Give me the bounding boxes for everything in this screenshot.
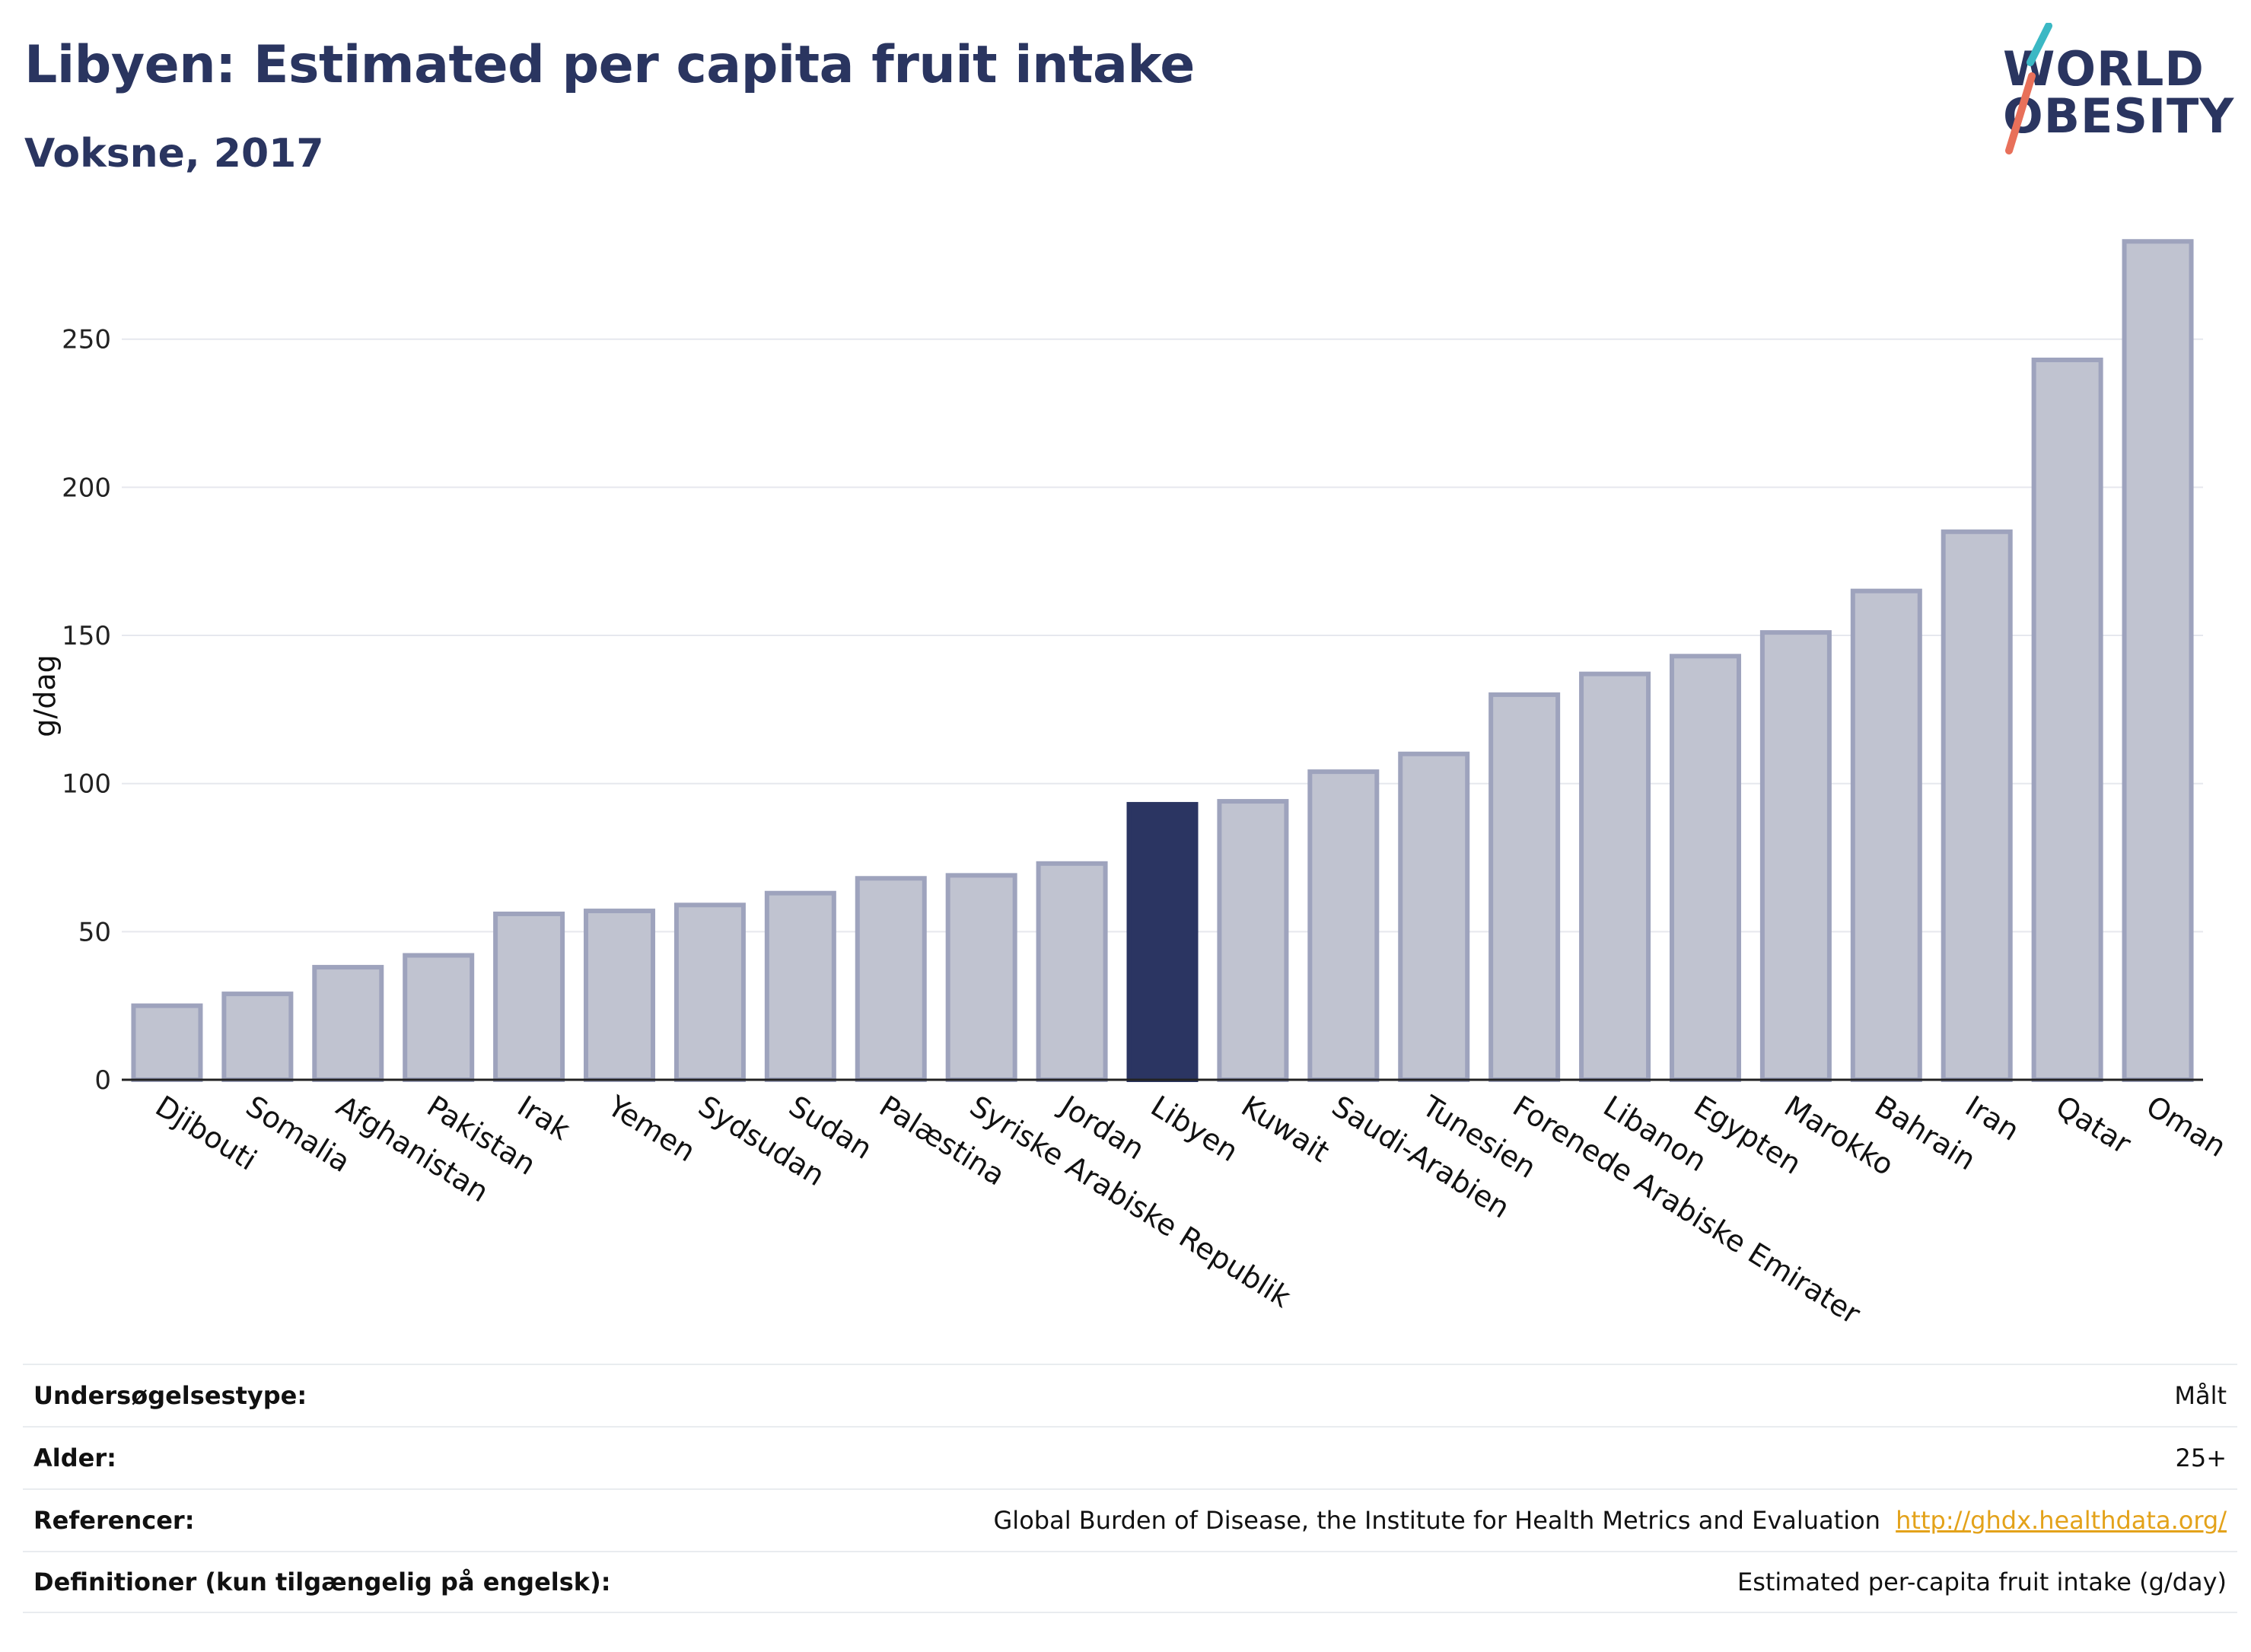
meta-value: Global Burden of Disease, the Institute … <box>993 1506 1880 1535</box>
bar-tunesien <box>1398 751 1470 1082</box>
bar-djibouti <box>131 1003 203 1082</box>
x-tick-label: Kuwait <box>1236 1089 1336 1169</box>
bar-libanon <box>1579 671 1651 1082</box>
meta-row-definitions: Definitioner (kun tilgængelig på engelsk… <box>23 1551 2237 1613</box>
bar-jordan <box>1036 861 1108 1083</box>
meta-label: Definitioner (kun tilgængelig på engelsk… <box>33 1568 611 1596</box>
meta-row-survey-type: Undersøgelsestype: Målt <box>23 1364 2237 1426</box>
meta-row-references: Referencer: Global Burden of Disease, th… <box>23 1488 2237 1551</box>
bar-saudi-arabien <box>1307 769 1380 1082</box>
world-obesity-logo: WORLD OBESITY <box>1994 23 2237 160</box>
meta-value: 25+ <box>2175 1444 2227 1472</box>
meta-label: Alder: <box>33 1444 116 1472</box>
x-tick-label: Djibouti <box>150 1089 263 1176</box>
x-tick-label: Irak <box>511 1089 575 1147</box>
y-tick-label: 200 <box>62 473 111 503</box>
x-tick-label: Libyen <box>1145 1089 1244 1168</box>
x-tick-label: Somalia <box>240 1089 356 1179</box>
reference-link[interactable]: http://ghdx.healthdata.org/ <box>1896 1506 2227 1535</box>
meta-label: Undersøgelsestype: <box>33 1381 307 1410</box>
x-tick-label: Afghanistan <box>331 1089 495 1208</box>
chart-title: Libyen: Estimated per capita fruit intak… <box>24 35 1195 95</box>
y-tick-label: 100 <box>62 769 111 800</box>
x-tick-label: Oman <box>2141 1089 2232 1163</box>
y-tick-label: 250 <box>62 325 111 355</box>
y-tick-label: 50 <box>78 917 111 947</box>
bar-syriske-arabiske-republik <box>945 873 1017 1082</box>
logo-word-2: OBESITY <box>2003 88 2235 144</box>
bar-palæstina <box>855 876 927 1082</box>
y-axis-label: g/dag <box>28 654 62 737</box>
x-tick-label: Qatar <box>2050 1089 2137 1160</box>
bar-libyen <box>1126 801 1199 1083</box>
x-tick-label: Iran <box>1960 1089 2025 1147</box>
bar-marokko <box>1759 630 1832 1082</box>
bar-yemen <box>584 909 656 1083</box>
bar-iran <box>1941 529 2013 1082</box>
metadata-table: Undersøgelsestype: Målt Alder: 25+ Refer… <box>23 1364 2237 1613</box>
meta-value-wrap: Global Burden of Disease, the Institute … <box>994 1506 2227 1535</box>
chart-subtitle: Voksne, 2017 <box>24 131 324 177</box>
meta-label: Referencer: <box>33 1506 195 1535</box>
meta-value: Estimated per-capita fruit intake (g/day… <box>1737 1568 2227 1596</box>
bar-bahrain <box>1850 588 1922 1082</box>
bar-qatar <box>2031 357 2103 1082</box>
bars <box>131 239 2194 1083</box>
meta-value: Målt <box>2174 1381 2227 1410</box>
x-tick-label: Yemen <box>601 1089 701 1169</box>
bar-sydsudan <box>673 902 746 1082</box>
bar-somalia <box>221 992 294 1082</box>
bar-kuwait <box>1217 799 1289 1082</box>
y-tick-label: 0 <box>94 1065 111 1096</box>
bar-oman <box>2122 239 2194 1082</box>
meta-row-age: Alder: 25+ <box>23 1426 2237 1488</box>
bar-afghanistan <box>312 965 384 1082</box>
bar-irak <box>493 911 565 1082</box>
bar-chart: 0 50 100 150 200 250 g/dag DjiboutiSomaliaAfgha… <box>28 239 2232 1331</box>
bar-forenede-arabiske-emirater <box>1488 692 1561 1082</box>
bar-sudan <box>764 890 836 1083</box>
y-tick-label: 150 <box>62 621 111 651</box>
logo-slash-icon <box>2005 23 2052 154</box>
bar-pakistan <box>403 953 475 1082</box>
bar-egypten <box>1669 654 1741 1082</box>
